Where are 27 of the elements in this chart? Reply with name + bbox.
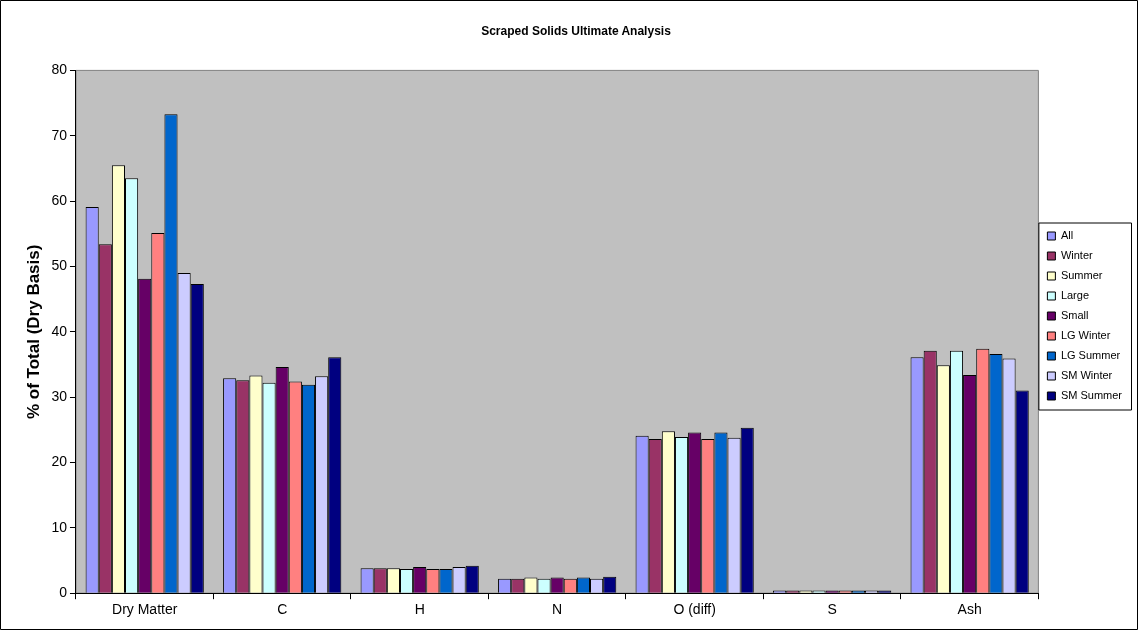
- y-tick-label: 10: [51, 518, 68, 535]
- y-tick-label: 70: [51, 126, 68, 143]
- x-tick-label: H: [414, 601, 425, 618]
- legend-label: Small: [1060, 309, 1089, 322]
- legend-label: Large: [1060, 289, 1090, 302]
- y-tick-label: 80: [51, 61, 68, 78]
- legend-label: LG Winter: [1060, 329, 1111, 342]
- y-tick-label: 30: [51, 388, 68, 405]
- x-tick-label: Dry Matter: [112, 601, 178, 618]
- x-tick-label: O (diff): [673, 601, 716, 618]
- x-tick-label: C: [277, 601, 288, 618]
- legend-label: SM Summer: [1060, 389, 1123, 402]
- x-tick-label: N: [552, 601, 563, 618]
- y-tick-label: 50: [51, 257, 68, 274]
- y-tick-label: 60: [51, 191, 68, 208]
- y-tick-label: 0: [59, 584, 68, 601]
- y-tick-label: 40: [51, 322, 68, 339]
- legend-label: All: [1060, 229, 1074, 242]
- chart-title: Scraped Solids Ultimate Analysis: [481, 23, 672, 38]
- y-tick-label: 20: [51, 453, 68, 470]
- y-axis-title: % of Total (Dry Basis): [23, 244, 43, 420]
- legend-label: SM Winter: [1060, 369, 1113, 382]
- legend-label: LG Summer: [1060, 349, 1121, 362]
- legend-label: Summer: [1060, 269, 1103, 282]
- x-tick-label: Ash: [957, 601, 982, 618]
- legend-label: Winter: [1060, 249, 1093, 262]
- x-tick-label: S: [827, 601, 837, 618]
